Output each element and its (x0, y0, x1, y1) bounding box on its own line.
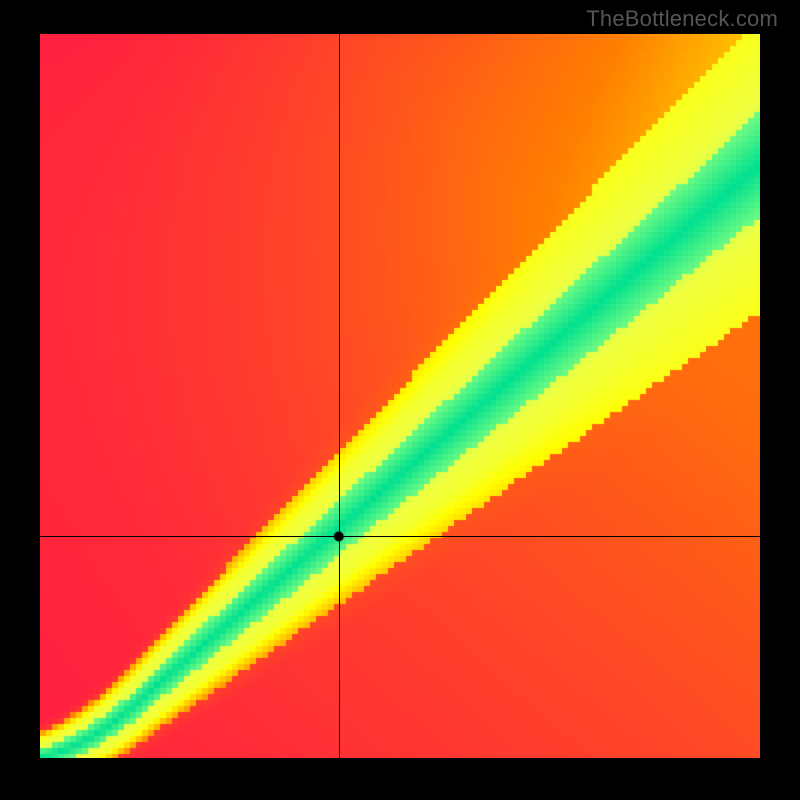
crosshair-horizontal (40, 536, 760, 537)
bottleneck-heatmap (40, 34, 760, 758)
watermark-text: TheBottleneck.com (586, 6, 778, 32)
crosshair-vertical (339, 34, 340, 758)
chart-container: TheBottleneck.com (0, 0, 800, 800)
